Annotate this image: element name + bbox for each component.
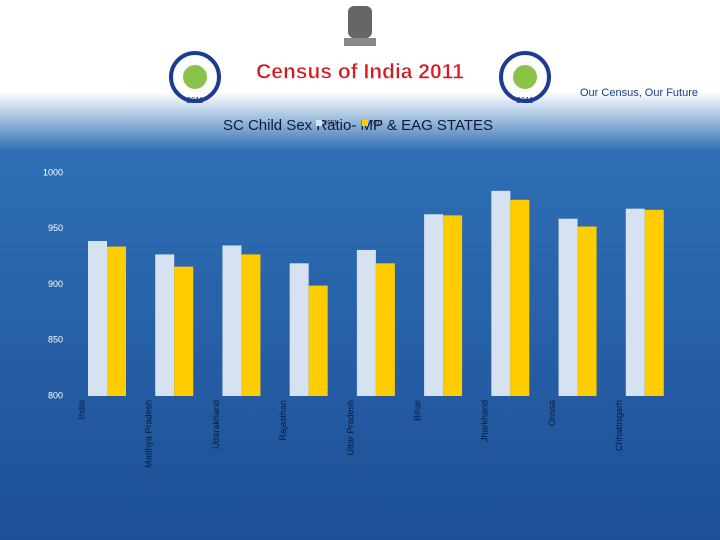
- logo-right: [499, 51, 551, 103]
- legend-label: 2001: [324, 121, 338, 127]
- bar: [577, 226, 597, 396]
- x-tick-label: Orissa: [547, 400, 557, 426]
- chart-title: SC Child Sex Ratio- MP & EAG STATES: [223, 117, 493, 134]
- bar: [308, 285, 328, 396]
- logo-left: [169, 51, 221, 103]
- bar: [510, 199, 530, 396]
- bar: [375, 263, 395, 396]
- y-tick-label: 900: [48, 279, 63, 289]
- x-tick-label: Bihar: [412, 400, 422, 421]
- bar: [491, 190, 511, 396]
- x-tick-label: Rajasthan: [278, 400, 288, 441]
- bar: [88, 241, 107, 396]
- logo-year: 2011: [516, 96, 534, 105]
- bar: [443, 215, 463, 396]
- legend-swatch: [316, 120, 322, 126]
- bar: [174, 266, 194, 396]
- bar: [644, 209, 664, 396]
- slide-title: Census of India 2011: [256, 61, 464, 84]
- bar: [241, 254, 261, 396]
- logo-year: 2011: [186, 96, 204, 105]
- bar: [289, 263, 309, 396]
- x-tick-label: Uttar Pradesh: [345, 400, 355, 456]
- legend-label: 2011: [370, 121, 384, 127]
- bar: [222, 245, 242, 396]
- y-tick-label: 1000: [43, 167, 63, 177]
- y-tick-label: 850: [48, 335, 63, 345]
- bar: [356, 249, 376, 396]
- bar: [107, 246, 126, 396]
- tagline: Our Census, Our Future: [580, 87, 698, 99]
- y-tick-label: 950: [48, 223, 63, 233]
- x-tick-label: Madhya Pradesh: [144, 400, 154, 468]
- bar: [424, 214, 444, 396]
- legend-swatch: [362, 120, 368, 126]
- bar: [625, 208, 645, 396]
- emblem: [344, 6, 376, 46]
- x-tick-label: Uttarakhand: [211, 400, 221, 449]
- bar: [155, 254, 175, 396]
- x-tick-label: Jharkhand: [480, 400, 490, 442]
- x-tick-label: India: [76, 400, 86, 420]
- bar: [558, 218, 578, 396]
- x-tick-label: Chhattisgarh: [614, 400, 624, 451]
- y-tick-label: 800: [48, 390, 63, 400]
